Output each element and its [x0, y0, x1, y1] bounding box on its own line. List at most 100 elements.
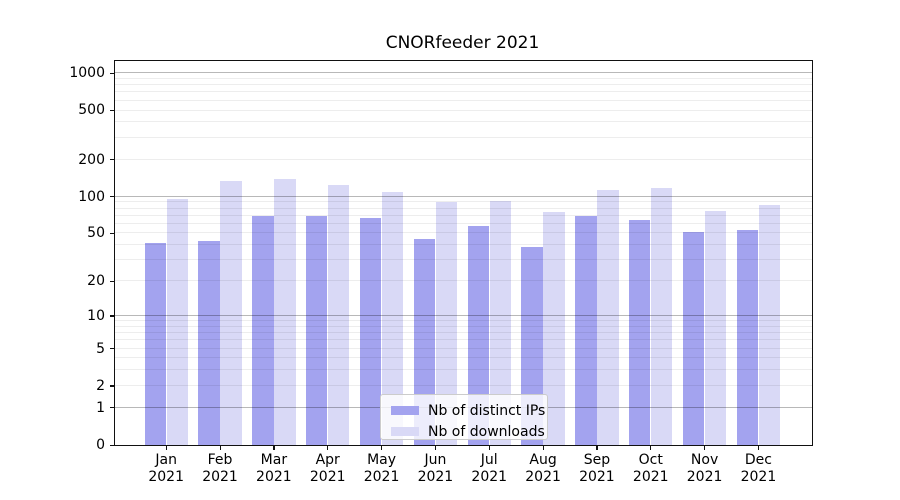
x-tick-month: Nov — [690, 452, 719, 468]
x-tick-year: 2021 — [256, 469, 292, 485]
x-tick-month: Dec — [744, 452, 772, 468]
bar-downloads — [328, 184, 350, 445]
x-tick-label: Jul 2021 — [454, 452, 524, 486]
bar-downloads — [274, 178, 296, 445]
x-tick-month: Feb — [207, 452, 233, 468]
y-tick-label: 10 — [87, 307, 105, 324]
legend-label-distinct-ips: Nb of distinct IPs — [428, 402, 546, 419]
x-tick-mark — [219, 445, 221, 450]
bar-downloads — [758, 205, 781, 445]
x-tick-label: May 2021 — [347, 452, 417, 486]
y-tick-label: 0 — [96, 437, 105, 453]
x-tick-year: 2021 — [525, 469, 561, 485]
chart-legend: Nb of distinct IPs Nb of downloads — [380, 394, 548, 440]
x-tick-label: Aug 2021 — [508, 452, 578, 486]
y-tick-label: 50 — [87, 225, 105, 242]
x-tick-label: Sep 2021 — [562, 452, 632, 486]
x-tick-mark — [165, 445, 167, 450]
x-tick-month: Jun — [424, 452, 447, 468]
gridline — [115, 99, 812, 101]
x-tick-mark — [488, 445, 490, 450]
x-tick-month: Jul — [480, 452, 498, 468]
x-tick-mark — [327, 445, 329, 450]
gridline — [115, 84, 812, 86]
x-tick-mark — [273, 445, 275, 450]
x-tick-mark — [650, 445, 652, 450]
x-tick-year: 2021 — [363, 469, 400, 485]
y-tick-label: 20 — [87, 273, 105, 290]
bar-downloads — [166, 199, 188, 445]
legend-item-distinct-ips: Nb of distinct IPs — [391, 400, 545, 421]
bar-downloads — [381, 191, 404, 445]
gridline — [115, 158, 812, 160]
gridline — [115, 121, 812, 123]
gridline — [115, 77, 812, 79]
bar-distinct-ips — [413, 239, 436, 445]
bar-downloads — [220, 180, 242, 445]
x-tick-year: 2021 — [686, 469, 723, 485]
y-tick-label: 500 — [78, 102, 105, 119]
x-tick-mark — [757, 445, 760, 450]
x-tick-mark — [596, 445, 598, 450]
y-tick-label: 1 — [96, 399, 105, 416]
x-tick-year: 2021 — [309, 469, 346, 485]
x-tick-mark — [381, 445, 383, 450]
x-tick-label: Apr 2021 — [293, 452, 363, 486]
bar-downloads — [704, 210, 727, 445]
y-tick-mark — [110, 407, 115, 409]
bar-downloads — [489, 200, 511, 445]
gridline — [115, 109, 812, 111]
x-tick-month: Oct — [638, 452, 663, 468]
bar-distinct-ips — [359, 218, 382, 445]
x-tick-label: Dec 2021 — [723, 452, 793, 486]
gridline — [115, 72, 812, 74]
x-tick-label: Nov 2021 — [670, 452, 740, 486]
bar-distinct-ips — [575, 215, 597, 445]
y-tick-label: 200 — [78, 151, 105, 168]
bar-distinct-ips — [144, 242, 166, 445]
y-tick-mark — [110, 109, 115, 112]
x-tick-month: Mar — [260, 452, 288, 468]
bar-distinct-ips — [198, 241, 220, 445]
y-tick-label: 2 — [96, 377, 105, 394]
gridline — [115, 136, 812, 138]
bar-downloads — [651, 187, 673, 445]
x-tick-month: Apr — [315, 452, 340, 468]
y-tick-label: 5 — [96, 340, 105, 357]
x-tick-label: Jan 2021 — [131, 452, 201, 486]
y-tick-label: 100 — [78, 188, 105, 205]
plot-area: 0 1 2 5 10 20 50 100 200 500 1000 Jan 2021 Feb 2021 Ma… — [69, 60, 813, 485]
bar-distinct-ips — [306, 215, 328, 445]
bar-distinct-ips — [252, 215, 274, 445]
y-tick-mark — [110, 159, 115, 161]
x-tick-month: Jan — [155, 452, 177, 468]
x-tick-month: Sep — [583, 452, 611, 468]
x-tick-year: 2021 — [632, 469, 669, 485]
bar-distinct-ips — [736, 230, 759, 445]
y-tick-mark — [110, 232, 115, 235]
x-tick-year: 2021 — [471, 469, 508, 485]
x-tick-month: Aug — [529, 452, 557, 468]
x-tick-label: Jun 2021 — [400, 452, 470, 486]
legend-swatch-downloads — [391, 427, 419, 436]
x-tick-year: 2021 — [417, 469, 454, 485]
x-tick-year: 2021 — [202, 469, 238, 485]
legend-label-downloads: Nb of downloads — [428, 423, 545, 440]
bar-distinct-ips — [467, 225, 489, 445]
x-tick-month: May — [367, 452, 397, 468]
y-tick-label: 1000 — [69, 65, 105, 82]
bar-downloads — [543, 212, 565, 445]
y-tick-mark — [110, 72, 115, 74]
x-tick-year: 2021 — [740, 469, 777, 485]
bar-downloads — [435, 202, 458, 445]
chart-title: CNORfeeder 2021 — [385, 33, 540, 53]
bar-distinct-ips — [629, 219, 651, 445]
bar-downloads — [597, 189, 619, 445]
legend-swatch-distinct-ips — [391, 406, 419, 415]
x-tick-mark — [434, 445, 437, 450]
x-tick-label: Mar 2021 — [239, 452, 309, 486]
bar-distinct-ips — [682, 232, 705, 445]
x-tick-label: Oct 2021 — [616, 452, 686, 486]
y-tick-mark — [110, 348, 115, 350]
